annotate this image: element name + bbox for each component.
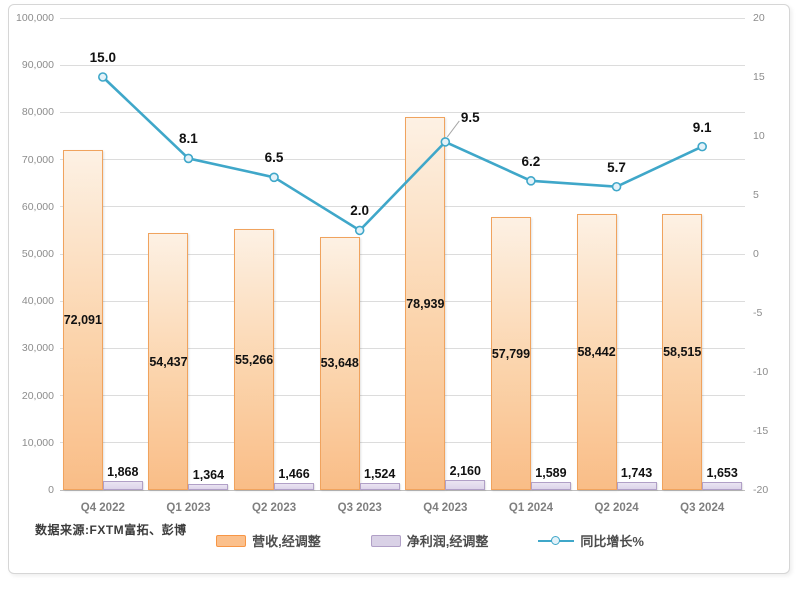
gridline <box>60 442 745 444</box>
revenue-value-label: 78,939 <box>406 296 445 311</box>
growth-marker <box>611 181 622 192</box>
gridline <box>60 347 745 349</box>
revenue-bar <box>62 149 103 490</box>
growth-value-label: 6.5 <box>264 150 284 166</box>
profit-value-label: 1,364 <box>192 467 225 482</box>
growth-value-label: 6.2 <box>521 153 541 169</box>
left-axis-tick-label: 70,000 <box>21 153 54 166</box>
category-label: Q2 2023 <box>252 502 297 514</box>
revenue-value-label: 58,442 <box>577 345 616 360</box>
profit-value-label: 1,466 <box>278 467 310 482</box>
category-label: Q4 2023 <box>423 502 468 514</box>
category-label: Q1 2024 <box>508 502 553 514</box>
category-label: Q2 2024 <box>594 502 639 514</box>
legend-label: 同比增长% <box>580 534 644 549</box>
profit-value-label: 1,743 <box>620 465 653 480</box>
profit-value-label: 1,589 <box>535 466 567 481</box>
gridline <box>60 300 745 302</box>
growth-value-label: 2.0 <box>350 203 370 219</box>
left-axis-tick-label: 0 <box>48 484 54 496</box>
legend-label: 营收,经调整 <box>252 534 321 549</box>
right-axis-tick-label: -15 <box>753 425 769 437</box>
gridline <box>60 395 745 397</box>
right-axis-tick-label: -10 <box>753 366 769 378</box>
growth-marker <box>269 172 279 183</box>
right-axis-tick-label: 0 <box>753 248 759 260</box>
growth-marker <box>354 225 365 236</box>
revenue-bar <box>148 233 189 490</box>
right-axis-tick-label: 20 <box>753 12 765 24</box>
profit-bar <box>359 482 400 490</box>
left-axis-tick-label: 90,000 <box>21 59 54 72</box>
right-axis-tick-label: -20 <box>753 484 769 496</box>
profit-value-label: 2,160 <box>449 463 481 478</box>
profit-bar <box>274 483 315 490</box>
profit-swatch-icon <box>370 534 401 547</box>
growth-line-icon <box>538 535 575 547</box>
category-label: Q3 2023 <box>337 502 382 514</box>
profit-bar <box>530 482 571 490</box>
profit-value-label: 1,653 <box>706 466 738 481</box>
gridline <box>60 17 745 19</box>
source-note: 数据来源:FXTM富拓、彭博 <box>35 523 187 537</box>
growth-marker <box>98 72 108 82</box>
growth-value-label: 15.0 <box>89 50 116 65</box>
growth-value-label: 8.1 <box>179 131 198 147</box>
gridline <box>60 253 745 255</box>
right-axis-tick-label: 15 <box>753 71 765 83</box>
profit-bar <box>102 481 143 490</box>
right-axis-tick-label: 10 <box>753 130 765 142</box>
left-axis-tick-label: 10,000 <box>21 436 54 449</box>
legend-item-growth: 同比增长% <box>538 531 644 550</box>
profit-bar <box>188 483 229 490</box>
growth-marker <box>697 141 707 152</box>
revenue-bar <box>576 214 617 490</box>
growth-value-label: 9.5 <box>460 109 480 125</box>
revenue-value-label: 72,091 <box>63 312 102 327</box>
profit-bar <box>616 481 657 490</box>
growth-line <box>101 76 703 233</box>
left-axis-tick-label: 50,000 <box>21 248 54 260</box>
growth-value-label: 9.1 <box>692 119 712 135</box>
left-axis-tick-label: 30,000 <box>21 342 54 355</box>
profit-bar <box>702 482 743 490</box>
right-axis-tick-label: -5 <box>753 307 763 319</box>
growth-marker <box>526 176 536 186</box>
gridline <box>60 206 745 208</box>
category-label: Q1 2023 <box>166 502 211 514</box>
revenue-value-label: 58,515 <box>663 344 702 359</box>
legend-label: 净利润,经调整 <box>406 534 489 549</box>
gridline <box>60 111 745 113</box>
right-axis-tick-label: 5 <box>753 189 759 201</box>
profit-bar <box>445 479 486 490</box>
revenue-value-label: 54,437 <box>149 354 188 369</box>
gridline <box>60 64 745 66</box>
left-axis-tick-label: 100,000 <box>16 12 54 24</box>
category-label: Q4 2022 <box>80 502 125 514</box>
revenue-value-label: 53,648 <box>320 356 359 371</box>
profit-value-label: 1,524 <box>364 466 396 481</box>
left-axis-tick-label: 60,000 <box>21 200 54 213</box>
gridline <box>60 159 745 161</box>
profit-value-label: 1,868 <box>107 465 139 480</box>
left-axis-tick-label: 40,000 <box>21 295 54 308</box>
legend-item-revenue: 营收,经调整 <box>216 531 321 550</box>
legend: 营收,经调整 净利润,经调整 同比增长% <box>70 531 790 550</box>
left-axis-tick-label: 20,000 <box>21 389 54 402</box>
growth-value-label: 5.7 <box>607 159 626 175</box>
revenue-value-label: 57,799 <box>491 346 531 361</box>
legend-item-profit: 净利润,经调整 <box>370 531 489 550</box>
x-axis-line <box>60 489 745 491</box>
revenue-value-label: 55,266 <box>234 352 274 367</box>
revenue-bar <box>490 217 531 490</box>
left-axis-tick-label: 80,000 <box>21 106 54 119</box>
revenue-bar <box>319 236 360 490</box>
revenue-bar <box>662 213 703 490</box>
revenue-bar <box>234 229 275 490</box>
category-label: Q3 2024 <box>680 502 725 514</box>
legend-line-marker <box>551 536 561 545</box>
revenue-swatch-icon <box>216 534 247 547</box>
